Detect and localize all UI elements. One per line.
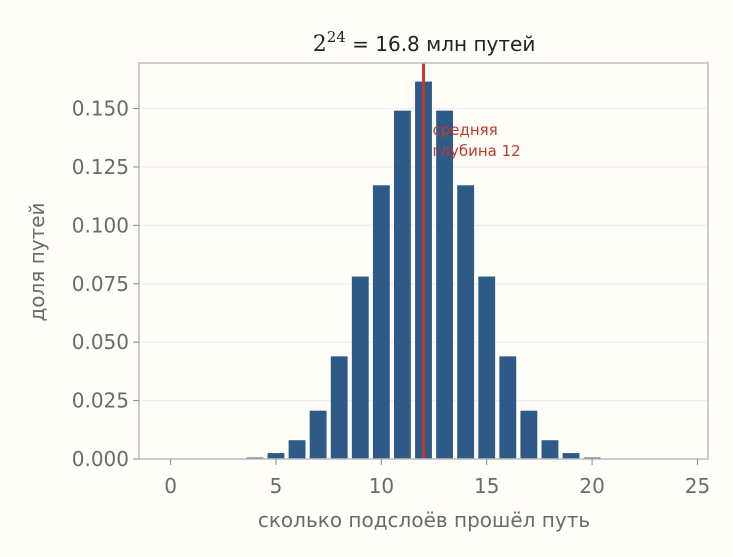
x-tick-label: 15 (474, 474, 499, 498)
bar (393, 110, 411, 459)
bar (372, 185, 390, 460)
x-tick-label: 25 (685, 474, 710, 498)
x-tick-label: 20 (579, 474, 604, 498)
bar (288, 440, 306, 459)
x-tick-label: 10 (369, 474, 394, 498)
x-axis-ticks: 0 5 10 15 20 25 (164, 459, 710, 498)
plot-frame (138, 62, 709, 460)
bar (499, 356, 517, 459)
title-base: 2 (313, 32, 327, 57)
bar (351, 276, 369, 459)
y-tick-label: 0.025 (72, 389, 129, 413)
x-axis-label: сколько подслоёв прошёл путь (258, 508, 590, 532)
x-tick-label: 0 (164, 474, 177, 498)
y-tick-label: 0.125 (72, 155, 129, 179)
title-exponent: 24 (327, 28, 346, 46)
y-tick-label: 0.100 (72, 213, 129, 237)
title-rest: = 16.8 млн путей (346, 32, 536, 56)
y-tick-label: 0.000 (72, 447, 129, 471)
bars (162, 81, 685, 460)
bar (457, 185, 475, 460)
y-axis-ticks: 0.000 0.025 0.050 0.075 0.100 0.125 0.150 (72, 97, 139, 471)
x-tick-label: 5 (270, 474, 283, 498)
bar (309, 410, 327, 459)
bar (541, 440, 559, 459)
mean-marker: средняя глубина 12 (422, 63, 521, 459)
y-tick-label: 0.150 (72, 97, 129, 121)
bar (436, 110, 454, 459)
y-tick-label: 0.050 (72, 330, 129, 354)
y-axis-label: доля путей (25, 202, 49, 321)
mean-label-line2: глубина 12 (433, 142, 521, 160)
bar (330, 356, 348, 459)
bar (478, 276, 496, 459)
mean-label-line1: средняя (433, 121, 498, 139)
y-tick-label: 0.075 (72, 272, 129, 296)
bar (520, 410, 538, 459)
bar (562, 453, 580, 459)
bar (267, 453, 285, 459)
chart-title: 224 = 16.8 млн путей (313, 28, 536, 57)
